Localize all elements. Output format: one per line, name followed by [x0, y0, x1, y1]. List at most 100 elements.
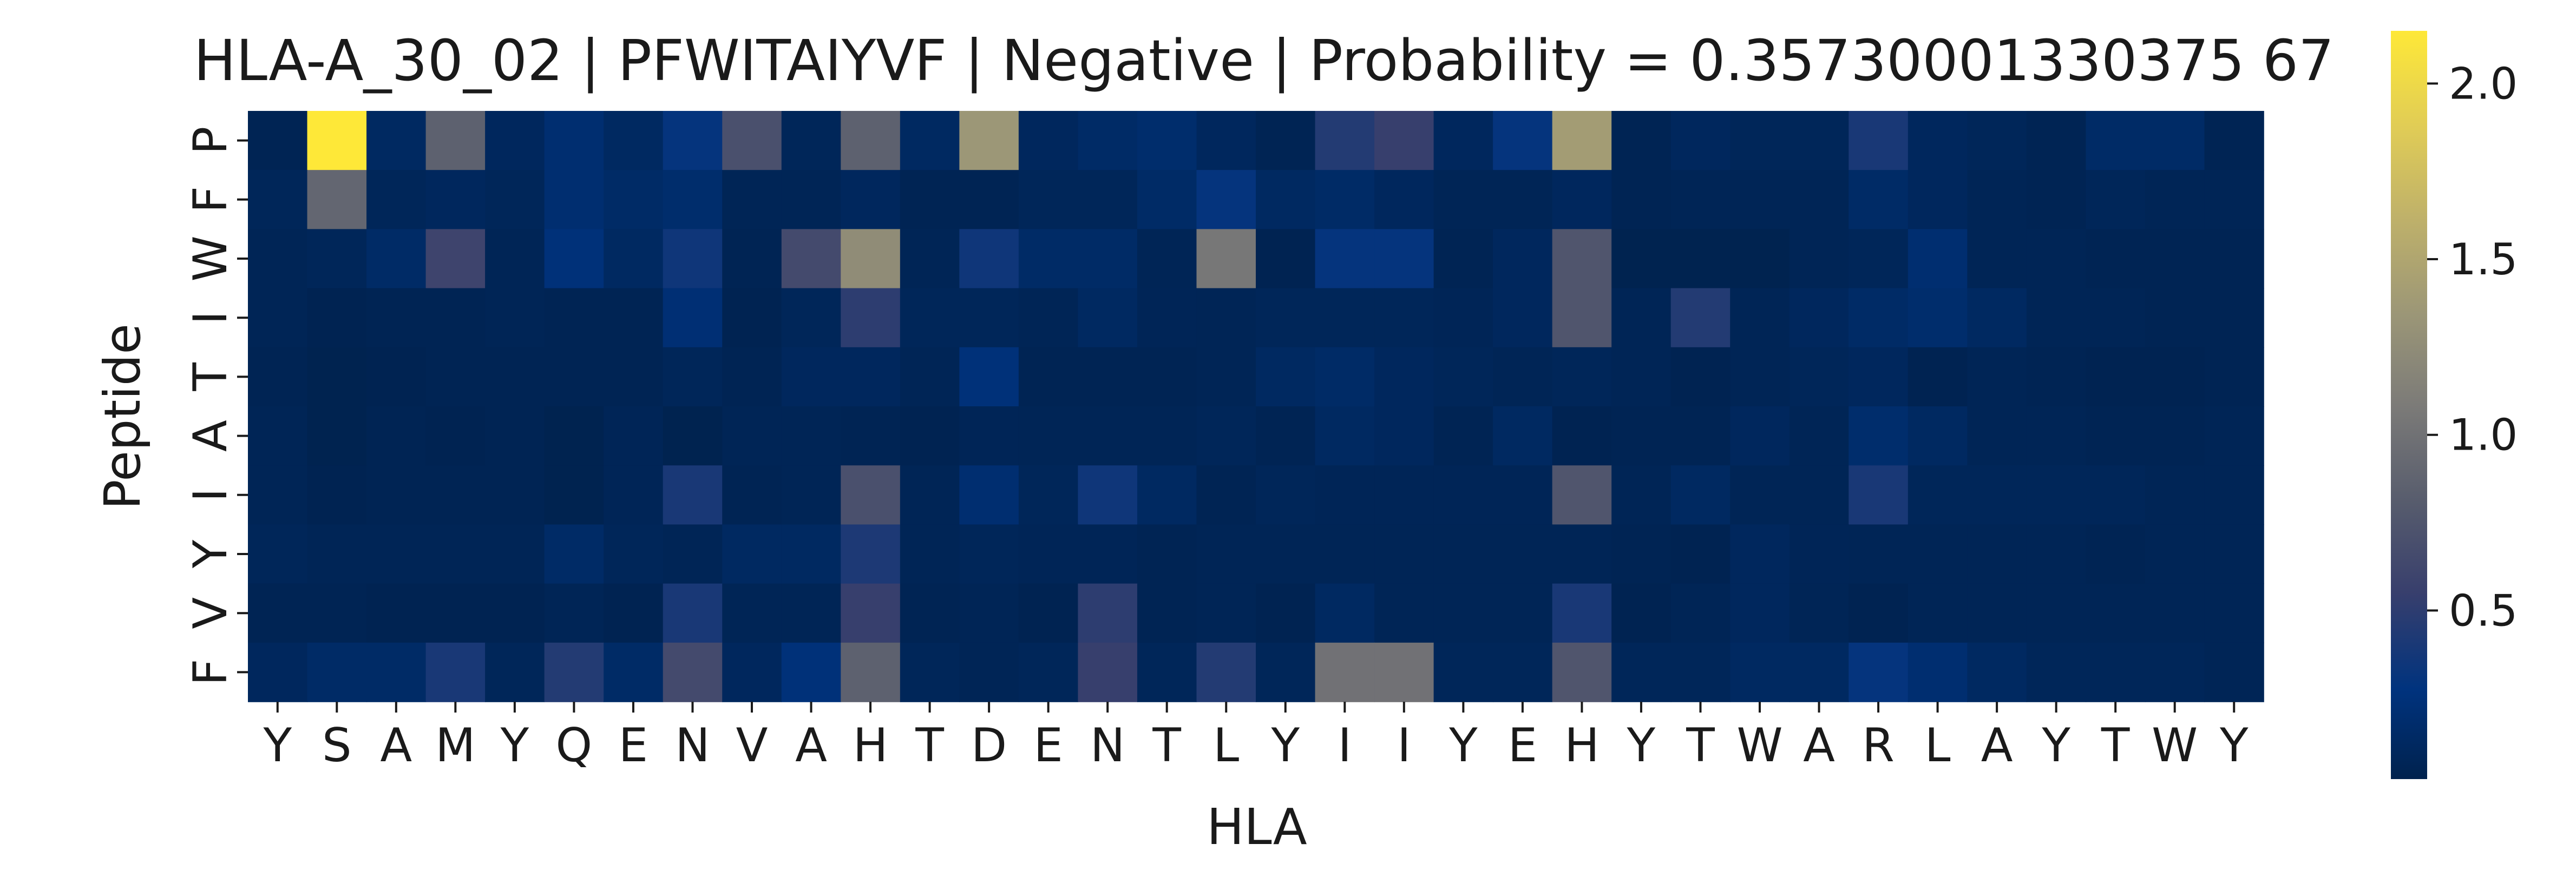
x-tick-label: L [1213, 718, 1239, 773]
heatmap-cell [1849, 406, 1909, 466]
heatmap-cell [2026, 406, 2087, 466]
heatmap-cell [900, 229, 960, 289]
heatmap-cell [1137, 524, 1197, 584]
heatmap-cell [1433, 347, 1493, 407]
heatmap-cell [544, 111, 604, 170]
heatmap-cell [1730, 111, 1790, 170]
heatmap-cell [1967, 347, 2027, 407]
heatmap-cell [425, 347, 486, 407]
x-tick-label: E [619, 718, 648, 773]
heatmap-cell [1611, 347, 1672, 407]
heatmap-cell [1493, 406, 1553, 466]
heatmap-cell [307, 465, 367, 525]
heatmap-cell [1730, 170, 1790, 230]
heatmap-cell [248, 288, 308, 348]
heatmap-cell [2145, 170, 2205, 230]
heatmap-cell [366, 642, 427, 702]
heatmap-cell [1670, 406, 1731, 466]
x-tick-label: H [1564, 718, 1600, 773]
heatmap-cell [307, 229, 367, 289]
heatmap-cell [544, 524, 604, 584]
heatmap-cell [2086, 642, 2146, 702]
heatmap-cell [1730, 524, 1790, 584]
y-tick-label: T [183, 362, 238, 392]
y-tick-label: F [183, 659, 238, 685]
heatmap-cell [1315, 288, 1375, 348]
heatmap-cell [1018, 524, 1079, 584]
heatmap-cell [841, 170, 901, 230]
heatmap-cell [1315, 347, 1375, 407]
heatmap-cell [781, 524, 842, 584]
heatmap-cell [1315, 583, 1375, 643]
heatmap-cell [2145, 347, 2205, 407]
heatmap-cell [781, 111, 842, 170]
heatmap-cell [841, 288, 901, 348]
heatmap-cell [1078, 524, 1138, 584]
heatmap-cell [2145, 229, 2205, 289]
heatmap-cell [307, 288, 367, 348]
heatmap-cell [1374, 642, 1434, 702]
colorbar-tick-label: 1.5 [2449, 234, 2518, 285]
heatmap-cell [2145, 406, 2205, 466]
heatmap-cell [1256, 524, 1316, 584]
heatmap-cell [366, 170, 427, 230]
heatmap-cell [307, 347, 367, 407]
heatmap-cell [1374, 229, 1434, 289]
heatmap-cell [2204, 347, 2264, 407]
heatmap-cell [2204, 111, 2264, 170]
heatmap-cell [1137, 465, 1197, 525]
heatmap-cell [1018, 583, 1079, 643]
x-tick-label: V [736, 718, 768, 773]
heatmap-cell [248, 524, 308, 584]
heatmap-cell [1315, 111, 1375, 170]
heatmap-cell [841, 406, 901, 466]
heatmap-cell [307, 170, 367, 230]
heatmap-cell [1196, 524, 1256, 584]
x-tick-label: R [1862, 718, 1895, 773]
heatmap-cell [2204, 642, 2264, 702]
heatmap-cell [1315, 465, 1375, 525]
heatmap-cell [1849, 347, 1909, 407]
heatmap-cell [2026, 229, 2087, 289]
heatmap-cell [1374, 406, 1434, 466]
heatmap-cell [425, 524, 486, 584]
heatmap-cell [1374, 347, 1434, 407]
heatmap-cell [1611, 229, 1672, 289]
heatmap-cell [1552, 229, 1612, 289]
heatmap-cell [1849, 642, 1909, 702]
heatmap-cell [1433, 642, 1493, 702]
heatmap-cell [1196, 229, 1256, 289]
heatmap-cell [1078, 288, 1138, 348]
heatmap-cell [663, 583, 723, 643]
heatmap-cell [1611, 642, 1672, 702]
heatmap-cell [1849, 229, 1909, 289]
x-axis-label: HLA [1207, 798, 1307, 856]
heatmap-cell [1374, 524, 1434, 584]
heatmap-cell [1730, 229, 1790, 289]
x-tick-label: Y [2041, 718, 2070, 773]
heatmap-cell [781, 406, 842, 466]
heatmap-cell [1611, 288, 1672, 348]
y-tick-label: P [183, 127, 238, 155]
x-tick-label: A [380, 718, 412, 773]
colorbar-tick-label: 2.0 [2449, 58, 2518, 109]
heatmap-cell [1552, 288, 1612, 348]
heatmap-cell [1730, 642, 1790, 702]
heatmap-cell [2204, 465, 2264, 525]
heatmap-cell [2145, 524, 2205, 584]
heatmap-cell [1908, 288, 1968, 348]
colorbar-ticks: 0.5 1.0 1.5 2.0 [2427, 58, 2518, 636]
y-axis-label: Peptide [94, 324, 152, 510]
heatmap-cell [1908, 111, 1968, 170]
heatmap-cell [425, 170, 486, 230]
heatmap-cell [781, 347, 842, 407]
heatmap-cell [1730, 583, 1790, 643]
heatmap-cell [1256, 111, 1316, 170]
heatmap-cell [1493, 465, 1553, 525]
heatmap-cell [900, 583, 960, 643]
heatmap-cell [1730, 347, 1790, 407]
colorbar-tick-label: 1.0 [2449, 410, 2518, 460]
heatmap-cell [1493, 583, 1553, 643]
x-tick-label: Y [1448, 718, 1478, 773]
